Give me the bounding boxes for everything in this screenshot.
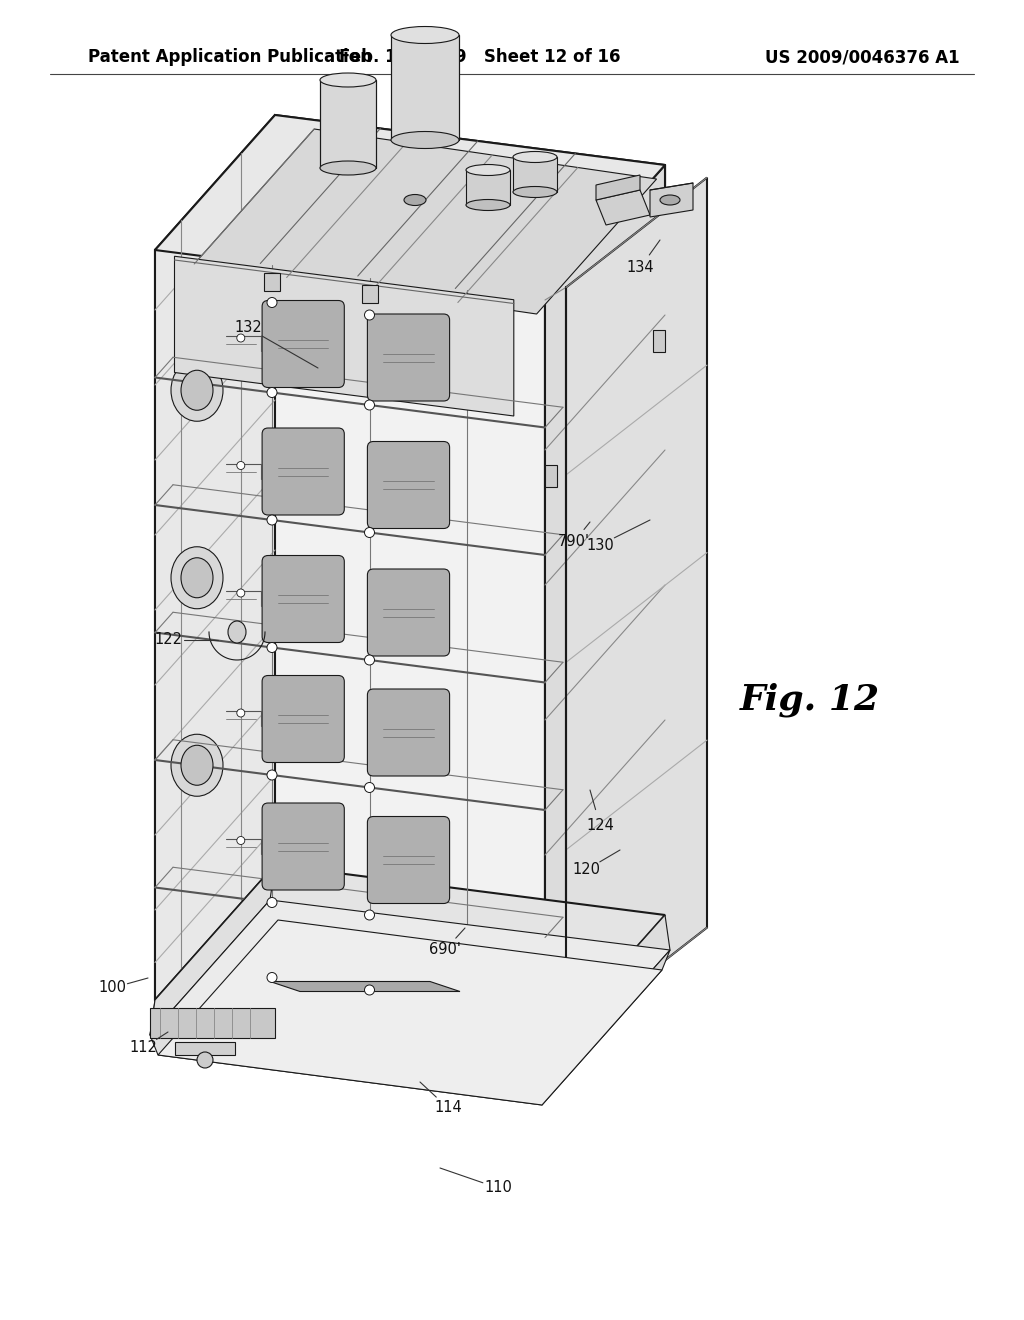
Ellipse shape xyxy=(181,558,213,598)
Ellipse shape xyxy=(466,165,510,176)
Circle shape xyxy=(267,973,278,982)
Ellipse shape xyxy=(513,186,557,198)
Circle shape xyxy=(365,528,375,537)
FancyBboxPatch shape xyxy=(368,441,450,528)
Polygon shape xyxy=(270,982,460,991)
Text: Feb. 19, 2009   Sheet 12 of 16: Feb. 19, 2009 Sheet 12 of 16 xyxy=(339,48,621,66)
Polygon shape xyxy=(566,178,707,1038)
Text: 100: 100 xyxy=(98,981,126,995)
Circle shape xyxy=(237,837,245,845)
Polygon shape xyxy=(466,170,510,205)
Ellipse shape xyxy=(404,194,426,206)
Text: 134: 134 xyxy=(627,260,653,276)
Polygon shape xyxy=(596,190,650,224)
Polygon shape xyxy=(155,249,545,1049)
FancyBboxPatch shape xyxy=(368,314,450,401)
Ellipse shape xyxy=(466,199,510,210)
Polygon shape xyxy=(150,1008,275,1038)
Ellipse shape xyxy=(391,132,459,149)
Ellipse shape xyxy=(228,620,246,643)
Ellipse shape xyxy=(319,161,376,176)
Polygon shape xyxy=(596,176,640,201)
Polygon shape xyxy=(264,272,280,290)
Circle shape xyxy=(267,388,278,397)
FancyBboxPatch shape xyxy=(262,676,344,763)
Text: 790': 790' xyxy=(558,535,590,549)
Polygon shape xyxy=(391,36,459,140)
Circle shape xyxy=(267,898,278,908)
Circle shape xyxy=(237,589,245,597)
Polygon shape xyxy=(650,183,693,216)
Ellipse shape xyxy=(660,195,680,205)
Ellipse shape xyxy=(171,546,223,609)
Text: 120: 120 xyxy=(572,862,600,878)
Circle shape xyxy=(237,709,245,717)
Text: 112: 112 xyxy=(129,1040,157,1056)
Text: 122: 122 xyxy=(154,632,182,648)
Polygon shape xyxy=(361,285,378,304)
Circle shape xyxy=(237,462,245,470)
FancyBboxPatch shape xyxy=(368,817,450,903)
FancyBboxPatch shape xyxy=(262,301,344,388)
Ellipse shape xyxy=(181,370,213,411)
Circle shape xyxy=(267,643,278,652)
Polygon shape xyxy=(150,1035,550,1105)
Polygon shape xyxy=(542,950,670,1105)
Circle shape xyxy=(365,655,375,665)
Text: Patent Application Publication: Patent Application Publication xyxy=(88,48,372,66)
Circle shape xyxy=(365,783,375,792)
Text: Fig. 12: Fig. 12 xyxy=(740,682,880,717)
Polygon shape xyxy=(158,920,662,1105)
Polygon shape xyxy=(155,115,665,300)
Text: 132: 132 xyxy=(234,321,262,335)
FancyBboxPatch shape xyxy=(262,428,344,515)
Circle shape xyxy=(365,909,375,920)
Polygon shape xyxy=(513,157,557,191)
Circle shape xyxy=(237,334,245,342)
Polygon shape xyxy=(150,900,670,1085)
FancyBboxPatch shape xyxy=(368,569,450,656)
Polygon shape xyxy=(150,865,275,1035)
Text: 690': 690' xyxy=(429,942,461,957)
Circle shape xyxy=(267,297,278,308)
Circle shape xyxy=(267,515,278,525)
Polygon shape xyxy=(319,81,376,168)
Polygon shape xyxy=(155,115,275,1001)
Polygon shape xyxy=(150,1001,550,1085)
Ellipse shape xyxy=(319,73,376,87)
Ellipse shape xyxy=(391,26,459,44)
Ellipse shape xyxy=(513,152,557,162)
Polygon shape xyxy=(174,256,514,416)
Polygon shape xyxy=(653,330,665,352)
Text: 110: 110 xyxy=(484,1180,512,1196)
Polygon shape xyxy=(195,129,656,314)
Circle shape xyxy=(365,985,375,995)
Ellipse shape xyxy=(181,746,213,785)
Polygon shape xyxy=(545,915,670,1085)
Text: US 2009/0046376 A1: US 2009/0046376 A1 xyxy=(765,48,961,66)
FancyBboxPatch shape xyxy=(368,689,450,776)
Circle shape xyxy=(267,770,278,780)
Text: 124: 124 xyxy=(586,817,614,833)
Polygon shape xyxy=(545,465,557,487)
Text: 130: 130 xyxy=(586,537,613,553)
Ellipse shape xyxy=(197,1052,213,1068)
Polygon shape xyxy=(545,165,665,1049)
Polygon shape xyxy=(545,165,665,1049)
Polygon shape xyxy=(175,1041,234,1055)
Circle shape xyxy=(365,400,375,411)
Text: 114: 114 xyxy=(434,1101,462,1115)
FancyBboxPatch shape xyxy=(262,803,344,890)
Ellipse shape xyxy=(171,734,223,796)
Polygon shape xyxy=(155,865,665,1049)
FancyBboxPatch shape xyxy=(262,556,344,643)
Polygon shape xyxy=(275,115,665,915)
Circle shape xyxy=(365,310,375,319)
Ellipse shape xyxy=(171,359,223,421)
